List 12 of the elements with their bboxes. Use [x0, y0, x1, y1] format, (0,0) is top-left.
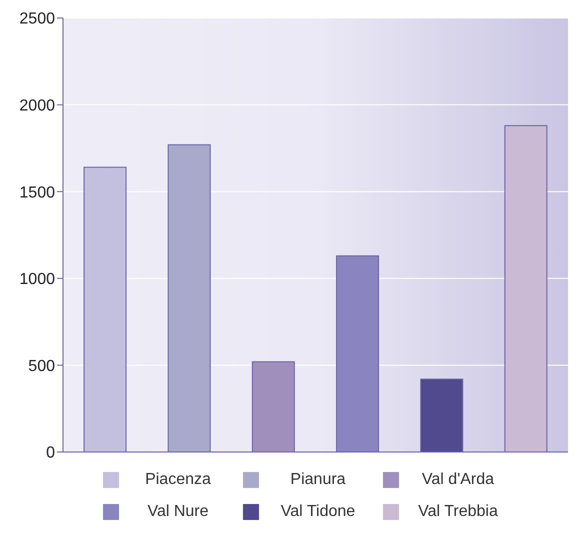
legend-label: Val Tidone	[280, 502, 356, 522]
y-tick-label: 0	[46, 444, 56, 462]
y-tick-label: 2000	[19, 97, 56, 114]
legend-label: Val Nure	[146, 502, 210, 522]
y-tick-label: 1000	[19, 271, 56, 288]
legend-label: Val d'Arda	[420, 470, 496, 490]
y-tick-label: 2500	[19, 10, 56, 28]
legend-label: Pianura	[289, 470, 347, 490]
y-tick-label: 1500	[19, 184, 56, 202]
legend-label: Val Trebbia	[417, 502, 499, 522]
legend-label: Piacenza	[144, 470, 212, 490]
y-tick-label: 500	[28, 358, 56, 375]
